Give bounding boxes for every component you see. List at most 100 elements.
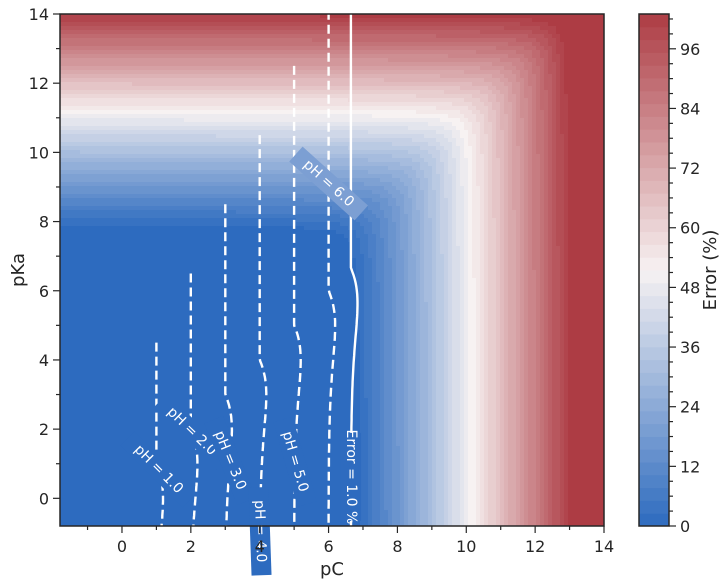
heat-cell [176,178,181,183]
heat-cell [76,34,81,39]
heat-cell [100,250,105,255]
heat-cell [212,266,217,271]
heat-cell [212,14,217,19]
heat-cell [188,146,193,151]
heat-cell [188,170,193,175]
heat-cell [176,158,181,163]
heat-cell [148,190,153,195]
heat-cell [140,474,145,479]
heat-cell [152,286,157,291]
heat-cell [124,494,129,499]
heat-cell [76,222,81,227]
heat-cell [96,126,101,131]
heat-cell [116,438,121,443]
heat-cell [112,330,117,335]
heat-cell [188,202,193,207]
heat-cell [84,406,89,411]
heat-cell [92,86,97,91]
heat-cell [176,30,181,35]
heat-cell [80,22,85,27]
heat-cell [208,226,213,231]
heat-cell [88,170,93,175]
heat-cell [172,506,177,511]
heat-cell [200,294,205,299]
heat-cell [212,78,217,83]
heat-cell [196,322,201,327]
heat-cell [148,338,153,343]
heat-cell [192,298,197,303]
heat-cell [76,26,81,31]
heat-cell [208,158,213,163]
heat-cell [96,266,101,271]
heat-cell [192,378,197,383]
heat-cell [124,46,129,51]
heat-cell [104,146,109,151]
heat-cell [176,246,181,251]
heat-cell [80,506,85,511]
heat-cell [200,70,205,75]
heat-cell [120,90,125,95]
heat-cell [160,146,165,151]
heat-cell [164,326,169,331]
heat-cell [196,70,201,75]
heat-cell [76,494,81,499]
heat-cell [96,426,101,431]
heat-cell [120,150,125,155]
heat-cell [172,186,177,191]
heat-cell [148,222,153,227]
heat-cell [176,390,181,395]
heat-cell [136,38,141,43]
heat-cell [68,294,73,299]
heat-cell [144,110,149,115]
heat-cell [96,130,101,135]
heat-cell [88,238,93,243]
heat-cell [120,26,125,31]
heat-cell [80,294,85,299]
heat-cell [156,346,161,351]
heat-cell [156,270,161,275]
heat-cell [196,58,201,63]
heat-cell [212,518,217,523]
heat-cell [76,278,81,283]
heat-cell [172,194,177,199]
heat-cell [72,126,77,131]
heat-cell [80,518,85,523]
heat-cell [68,242,73,247]
heat-cell [88,462,93,467]
heat-cell [132,162,137,167]
heat-cell [140,206,145,211]
heat-cell [92,474,97,479]
heat-cell [176,118,181,123]
heat-cell [60,354,65,359]
heat-cell [140,130,145,135]
heat-cell [68,170,73,175]
heat-cell [92,518,97,523]
heat-cell [212,410,217,415]
heat-cell [160,166,165,171]
heat-cell [132,382,137,387]
heat-cell [132,254,137,259]
heat-cell [188,166,193,171]
heat-cell [120,50,125,55]
heat-cell [88,322,93,327]
heat-cell [132,50,137,55]
heat-cell [112,426,117,431]
heat-cell [96,474,101,479]
heat-cell [200,370,205,375]
heat-cell [128,170,133,175]
heat-cell [124,278,129,283]
heat-cell [204,202,209,207]
heat-cell [112,310,117,315]
heat-cell [152,394,157,399]
heat-cell [188,250,193,255]
heat-cell [128,18,133,23]
heat-cell [200,50,205,55]
heat-cell [204,414,209,419]
heat-cell [100,214,105,219]
heat-cell [136,54,141,59]
heat-cell [116,118,121,123]
heat-cell [180,458,185,463]
heat-cell [100,118,105,123]
heat-cell [116,522,121,526]
heat-cell [172,178,177,183]
